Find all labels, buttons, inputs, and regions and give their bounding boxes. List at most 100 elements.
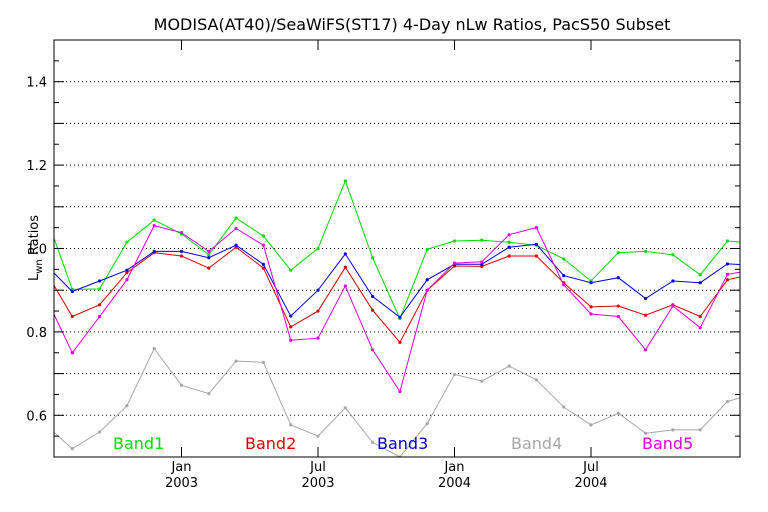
data-point-band5 <box>698 326 702 330</box>
data-point-band2 <box>644 313 648 317</box>
data-point-band4 <box>316 434 320 438</box>
data-point-band5 <box>98 314 102 319</box>
data-point-band4 <box>452 372 457 377</box>
data-point-band2 <box>316 309 320 313</box>
data-point-band1 <box>43 211 46 214</box>
legend-label-band5: Band5 <box>642 434 693 453</box>
data-point-band2 <box>261 266 265 270</box>
y-tick-label: 0.6 <box>26 409 47 424</box>
series-line-band1 <box>54 179 740 320</box>
series-band1 <box>43 179 740 321</box>
data-point-band2 <box>125 271 129 275</box>
data-point-band5 <box>480 260 484 264</box>
y-axis-label-subscript: wn <box>34 259 45 274</box>
data-point-band5 <box>562 283 566 287</box>
data-point-band5 <box>179 231 184 235</box>
data-point-band4 <box>261 360 265 364</box>
x-tick-label-year: 2003 <box>165 476 198 491</box>
data-point-band3 <box>289 314 293 318</box>
series-line-band3 <box>54 243 740 319</box>
data-point-band4 <box>480 379 484 383</box>
data-point-band1 <box>289 268 293 272</box>
data-point-band1 <box>98 287 102 291</box>
data-point-band3 <box>152 249 156 254</box>
data-point-band1 <box>507 240 511 244</box>
data-point-band3 <box>70 289 74 294</box>
data-point-band1 <box>698 273 702 277</box>
y-axis-label-main: L <box>27 273 42 281</box>
series-layer <box>43 179 756 457</box>
data-point-band3 <box>616 276 620 280</box>
y-axis: 0.6 0.8 1.0 1.2 1.4 <box>26 39 740 458</box>
data-point-band3 <box>261 262 265 266</box>
data-point-band5 <box>261 243 265 247</box>
data-point-band5 <box>616 314 620 319</box>
data-point-band5 <box>371 348 375 352</box>
data-point-band3 <box>98 279 102 283</box>
data-point-band4 <box>70 447 74 451</box>
data-point-band5 <box>507 233 511 237</box>
y-tick-label: 1.2 <box>26 159 47 174</box>
data-point-band4 <box>589 423 593 427</box>
data-point-band4 <box>98 430 102 434</box>
series-band5 <box>54 223 756 394</box>
data-point-band2 <box>207 266 211 270</box>
data-point-band4 <box>671 428 675 432</box>
data-point-band1 <box>452 239 457 243</box>
data-point-band2 <box>343 265 347 269</box>
data-point-band5 <box>398 389 402 394</box>
data-point-band5 <box>534 226 539 230</box>
plot-frame <box>53 39 741 458</box>
x-tick-label-year: 2003 <box>301 476 334 491</box>
data-point-band3 <box>725 262 730 266</box>
data-point-band2 <box>753 272 756 275</box>
data-point-band3 <box>753 264 756 267</box>
data-point-band1 <box>371 256 375 260</box>
data-point-band2 <box>589 305 593 309</box>
data-point-band2 <box>289 325 293 329</box>
y-tick-label: 1.0 <box>26 243 47 258</box>
data-point-band2 <box>98 303 102 307</box>
data-point-band4 <box>125 404 129 408</box>
x-tick-label-year: 2004 <box>574 476 607 491</box>
data-point-band5 <box>316 336 320 340</box>
data-point-band1 <box>316 246 320 251</box>
data-point-band3 <box>589 281 593 285</box>
data-point-band2 <box>725 278 730 282</box>
data-point-band4 <box>507 364 511 368</box>
data-point-band5 <box>234 226 238 231</box>
data-point-band1 <box>725 239 730 243</box>
series-band2 <box>54 245 756 344</box>
data-point-band1 <box>125 240 129 244</box>
data-point-band5 <box>725 272 730 276</box>
data-point-band5 <box>644 348 648 352</box>
data-point-band4 <box>371 440 375 445</box>
data-point-band3 <box>179 249 184 254</box>
data-point-band3 <box>644 296 648 301</box>
data-point-band1 <box>616 251 620 255</box>
data-point-band3 <box>534 242 539 246</box>
data-point-band4 <box>753 392 756 395</box>
y-axis-label: Lwn Ratios <box>27 215 45 281</box>
y-axis-label-rest: Ratios <box>27 215 42 260</box>
x-tick-label-year: 2004 <box>438 476 471 491</box>
data-point-band3 <box>671 279 675 283</box>
data-point-band4 <box>616 411 620 415</box>
data-point-band5 <box>452 261 457 265</box>
series-band4 <box>54 346 756 457</box>
data-point-band5 <box>343 284 347 288</box>
data-point-band5 <box>289 338 293 342</box>
legend-label-band2: Band2 <box>245 434 296 453</box>
data-point-band5 <box>152 223 156 228</box>
data-point-band4 <box>179 383 184 387</box>
data-point-band4 <box>534 378 539 382</box>
data-point-band4 <box>725 399 730 404</box>
data-point-band4 <box>644 431 648 435</box>
data-point-band2 <box>616 304 620 308</box>
data-point-band3 <box>343 252 347 256</box>
data-point-band4 <box>289 423 293 427</box>
data-point-band4 <box>343 406 347 410</box>
data-point-band2 <box>179 254 184 258</box>
data-point-band5 <box>753 268 756 271</box>
data-point-band4 <box>152 346 156 351</box>
